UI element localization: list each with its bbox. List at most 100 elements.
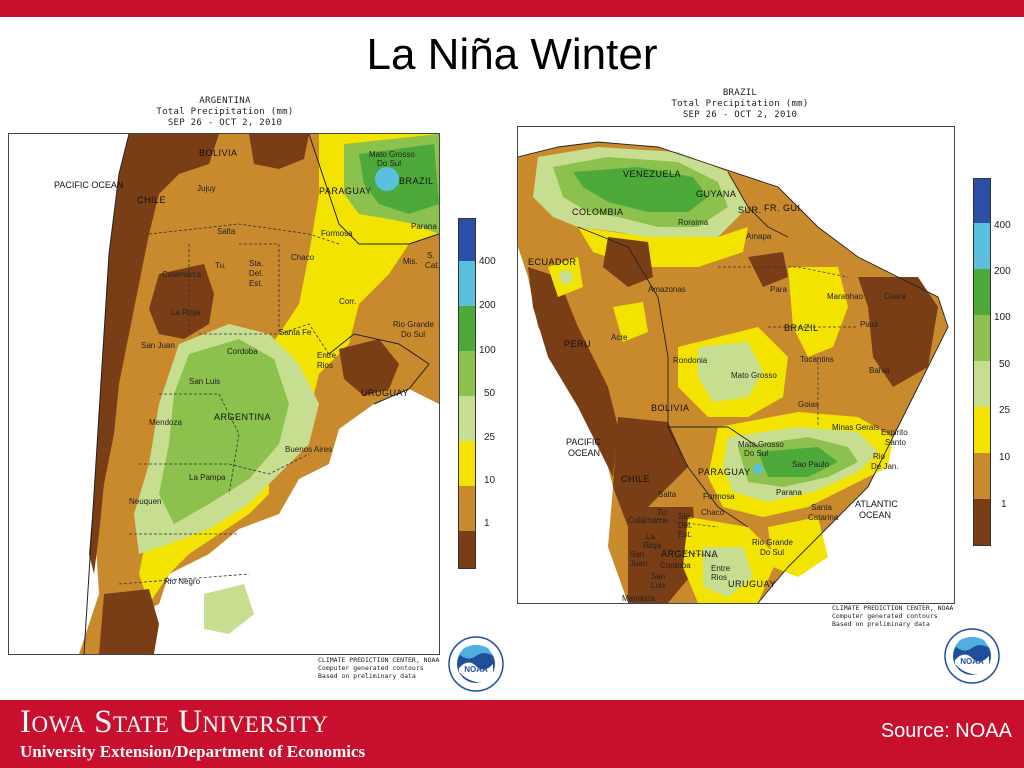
brazil-legend-swatch-0-1	[974, 499, 990, 545]
brazil-label-san-luis-2: Luis	[651, 581, 666, 590]
argentina-label-s-cat-2: Cat.	[425, 261, 439, 270]
argentina-label-sta-del-est-3: Est.	[249, 279, 263, 288]
brazil-label-rgs: Rio Grande	[752, 538, 793, 547]
brazil-header-variable: Total Precipitation (mm)	[671, 99, 809, 109]
legend-swatch-100-200	[459, 306, 475, 351]
brazil-credit-line-2: Computer generated contours	[832, 612, 938, 620]
brazil-label-bolivia: BOLIVIA	[651, 403, 690, 413]
brazil-label-piaui: Piaui	[860, 320, 878, 329]
brazil-label-santo: Santo	[885, 438, 906, 447]
brazil-label-ceara: Ceara	[884, 292, 906, 301]
brazil-label-argentina: ARGENTINA	[661, 549, 718, 559]
brazil-label-rgs-2: Do Sul	[760, 548, 784, 557]
brazil-label-para: Para	[770, 285, 787, 294]
argentina-label-mis: Mis.	[403, 257, 418, 266]
brazil-credit-line-3: Based on preliminary data	[832, 620, 930, 628]
brazil-label-est: Est.	[678, 530, 692, 539]
argentina-header-region: ARGENTINA	[199, 96, 251, 106]
brazil-legend-label-1: 1	[1001, 499, 1007, 510]
brazil-label-parana: Parana	[776, 488, 802, 497]
brazil-label-mato-grosso: Mato Grosso	[731, 371, 777, 380]
argentina-header-dates: SEP 26 - OCT 2, 2010	[167, 118, 283, 128]
brazil-label-rondonia: Rondonia	[673, 356, 708, 365]
brazil-label-cordoba: Cordoba	[660, 561, 691, 570]
argentina-label-jujuy: Jujuy	[197, 184, 216, 193]
argentina-label-sta-del-est: Sta.	[249, 259, 263, 268]
brazil-label-fr-gui: FR. GUI.	[764, 203, 804, 213]
argentina-label-neuquen: Neuquen	[129, 497, 161, 506]
brazil-label-catamarca: Catamarca	[628, 516, 668, 525]
argentina-label-buenos-aires: Buenos Aires	[285, 445, 332, 454]
brazil-label-san-juan: San	[630, 550, 644, 559]
argentina-label-rio-negro: Rio Negro	[164, 577, 201, 586]
argentina-credit-line-1: CLIMATE PREDICTION CENTER, NOAA	[318, 656, 440, 664]
noaa-logo-left: NOAA	[448, 636, 504, 697]
brazil-label-santa: Santa	[811, 503, 832, 512]
argentina-label-paraguay: PARAGUAY	[319, 186, 372, 196]
argentina-credit-line-3: Based on preliminary data	[318, 672, 416, 680]
brazil-label-mendoza: Mendoza	[622, 594, 655, 603]
brazil-legend-label-100: 100	[994, 312, 1011, 323]
brazil-label-maranhao: Maranhao	[827, 292, 864, 301]
legend-swatch-10-25	[459, 441, 475, 486]
brazil-header-dates: SEP 26 - OCT 2, 2010	[682, 110, 798, 120]
brazil-label-chaco: Chaco	[701, 508, 725, 517]
brazil-label-ms: Mato Grosso	[738, 440, 784, 449]
brazil-legend-colorbar	[973, 178, 991, 546]
argentina-label-la-rioja: La Rioja	[171, 308, 201, 317]
argentina-label-santa-fe: Santa Fe	[279, 328, 312, 337]
source-credit: Source: NOAA	[880, 720, 1012, 742]
noaa-logo-right-text: NOAA	[960, 657, 984, 666]
brazil-legend-swatch-25-50	[974, 361, 990, 407]
brazil-label-uruguay: URUGUAY	[728, 579, 776, 589]
brazil-legend-label-25: 25	[999, 405, 1011, 416]
brazil-label-goias: Goias	[798, 400, 819, 409]
brazil-label-tu: Tu.	[657, 508, 668, 517]
legend-swatch-25-50	[459, 396, 475, 441]
legend-swatch-0-1	[459, 531, 475, 568]
brazil-label-ecuador: ECUADOR	[528, 257, 577, 267]
brazil-label-bahia: Bahia	[869, 366, 890, 375]
brazil-label-colombia: COLOMBIA	[572, 207, 624, 217]
brazil-label-sta: Sta.	[678, 512, 692, 521]
brazil-credit-line-1: CLIMATE PREDICTION CENTER, NOAA	[832, 604, 954, 612]
brazil-label-catarina: Catarina	[808, 513, 839, 522]
brazil-label-la: La	[646, 532, 655, 541]
argentina-label-uruguay: URUGUAY	[361, 388, 409, 398]
argentina-label-mato-grosso: Mato Grosso	[369, 150, 415, 159]
brazil-credit: CLIMATE PREDICTION CENTER, NOAA Computer…	[832, 604, 953, 628]
argentina-label-parana: Parana	[411, 222, 437, 231]
brazil-label-peru: PERU	[564, 339, 591, 349]
noaa-logo-right-graphic: NOAA	[944, 628, 1000, 684]
argentina-legend-label-1: 1	[484, 518, 490, 529]
brazil-map-header: BRAZIL Total Precipitation (mm) SEP 26 -…	[665, 88, 815, 121]
brazil-legend-label-200: 200	[994, 266, 1011, 277]
noaa-logo-right: NOAA	[944, 628, 1000, 689]
argentina-legend-colorbar	[458, 218, 476, 569]
brazil-label-brazil: BRAZIL	[784, 323, 819, 333]
legend-swatch-50-100	[459, 351, 475, 396]
argentina-label-tu: Tu.	[215, 261, 226, 270]
brazil-label-rios: Rios	[711, 573, 727, 582]
brazil-label-espirito: Espirito	[881, 428, 908, 437]
brazil-label-roraima: Roraima	[678, 218, 709, 227]
brazil-label-chile: CHILE	[621, 474, 650, 484]
argentina-label-argentina: ARGENTINA	[214, 412, 271, 422]
brazil-label-tocantins: Tocantins	[800, 355, 834, 364]
argentina-map-header: ARGENTINA Total Precipitation (mm) SEP 2…	[150, 96, 300, 129]
argentina-credit: CLIMATE PREDICTION CENTER, NOAA Computer…	[318, 656, 439, 680]
legend-swatch-1-10	[459, 486, 475, 531]
footer-bar	[0, 700, 1024, 768]
argentina-legend-label-25: 25	[484, 432, 496, 443]
brazil-label-san-luis: San	[651, 572, 665, 581]
argentina-label-salta: Salta	[217, 227, 236, 236]
argentina-label-pacific-ocean: PACIFIC OCEAN	[54, 180, 123, 190]
argentina-credit-line-2: Computer generated contours	[318, 664, 424, 672]
brazil-legend-label-10: 10	[999, 452, 1011, 463]
argentina-map-canvas: PACIFIC OCEAN BOLIVIA CHILE PARAGUAY BRA…	[9, 134, 439, 654]
brazil-label-atlantic: ATLANTIC	[855, 499, 898, 509]
top-accent-bar	[0, 0, 1024, 17]
brazil-label-guyana: GUYANA	[696, 189, 736, 199]
argentina-label-formosa: Formosa	[321, 229, 353, 238]
brazil-label-san-juan-2: Juan	[630, 559, 647, 568]
